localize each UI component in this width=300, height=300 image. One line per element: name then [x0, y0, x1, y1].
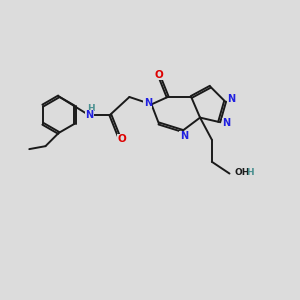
Text: N: N: [144, 98, 152, 108]
Text: N: N: [85, 110, 94, 120]
Text: H: H: [87, 104, 94, 113]
Text: N: N: [223, 118, 231, 128]
Text: N: N: [180, 131, 188, 141]
Text: H: H: [246, 168, 253, 177]
Text: O: O: [118, 134, 126, 144]
Text: OH: OH: [235, 168, 250, 177]
Text: O: O: [154, 70, 163, 80]
Text: N: N: [227, 94, 236, 104]
